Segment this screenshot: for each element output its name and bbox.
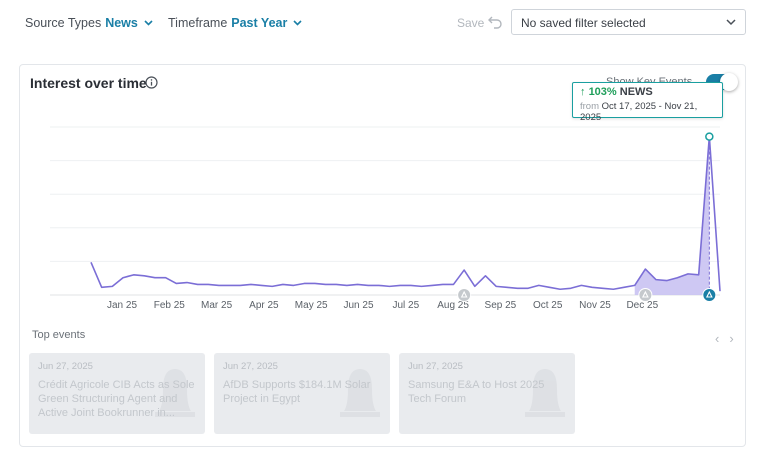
event-date: Jun 27, 2025: [223, 361, 278, 372]
x-tick-label: May 25: [295, 300, 328, 311]
key-event-marker: [702, 288, 717, 302]
toggle-knob: [720, 73, 738, 91]
x-tick-label: Feb 25: [154, 300, 186, 311]
bell-icon: [525, 369, 565, 417]
save-button[interactable]: Save: [457, 16, 485, 30]
source-types-label: Source Types: [25, 16, 102, 30]
key-event-marker: [638, 288, 653, 302]
top-events-title: Top events: [32, 329, 86, 341]
info-icon[interactable]: [145, 76, 158, 89]
x-tick-label: Mar 25: [201, 300, 233, 311]
x-tick-label: Apr 25: [249, 300, 279, 311]
event-card[interactable]: Jun 27, 2025 AfDB Supports $184.1M Solar…: [214, 353, 390, 434]
filter-bar: Source Types News Timeframe Past Year Sa…: [0, 0, 767, 46]
peak-point: [705, 132, 714, 141]
x-tick-label: Jan 25: [107, 300, 137, 311]
interest-chart: Jan 25 Feb 25 Mar 25 Apr 25 May 25 Jun 25 Jul …: [50, 126, 721, 311]
x-tick-label: Jul 25: [392, 300, 419, 311]
highlight-range-area: [634, 136, 710, 295]
event-title: Crédit Agricole CIB Acts as Sole Green S…: [38, 379, 195, 419]
key-event-marker: [457, 288, 472, 302]
event-date: Jun 27, 2025: [38, 361, 93, 372]
timeframe-label: Timeframe: [168, 16, 228, 30]
x-tick-label: Oct 25: [533, 300, 563, 311]
timeframe-filter[interactable]: Timeframe Past Year: [168, 16, 302, 30]
event-title: AfDB Supports $184.1M Solar Project in E…: [223, 379, 371, 405]
tooltip-source: NEWS: [619, 86, 653, 98]
bell-icon: [340, 369, 380, 417]
x-tick-label: Aug 25: [437, 300, 469, 311]
bell-icon: [705, 290, 713, 298]
chart-tooltip: ↑ 103% NEWS from Oct 17, 2025 - Nov 21, …: [572, 82, 723, 123]
prev-events-button[interactable]: ‹: [715, 331, 720, 346]
series-line: [90, 135, 721, 292]
bell-icon: [155, 369, 195, 417]
tooltip-percent: 103%: [588, 86, 617, 98]
events-nav: ‹ ›: [715, 331, 734, 346]
chevron-down-icon: [293, 20, 302, 26]
event-title: Samsung E&A to Host 2025 Tech Forum: [408, 379, 545, 405]
x-tick-label: Nov 25: [579, 300, 611, 311]
undo-icon[interactable]: [487, 13, 503, 29]
card-title: Interest over time: [30, 75, 147, 91]
tooltip-from-label: from: [580, 101, 599, 112]
bell-icon: [641, 290, 649, 298]
event-date: Jun 27, 2025: [408, 361, 463, 372]
event-card[interactable]: Jun 27, 2025 Crédit Agricole CIB Acts as…: [29, 353, 205, 434]
x-tick-label: Sep 25: [485, 300, 517, 311]
source-types-filter[interactable]: Source Types News: [25, 16, 153, 30]
source-types-value: News: [105, 16, 138, 30]
x-tick-label: Dec 25: [626, 300, 658, 311]
event-card[interactable]: Jun 27, 2025 Samsung E&A to Host 2025 Te…: [399, 353, 575, 434]
chevron-down-icon: [144, 20, 153, 26]
bell-icon: [460, 290, 468, 298]
chevron-down-icon: [726, 19, 736, 26]
saved-filter-value: No saved filter selected: [521, 16, 646, 30]
tooltip-range: Oct 17, 2025 - Nov 21, 2025: [580, 101, 698, 123]
interest-over-time-card: Interest over time Show Key Events Jan 2…: [19, 64, 746, 447]
saved-filter-select[interactable]: No saved filter selected: [511, 9, 746, 35]
timeframe-value: Past Year: [231, 16, 288, 30]
x-tick-label: Jun 25: [343, 300, 373, 311]
next-events-button[interactable]: ›: [729, 331, 734, 346]
tooltip-arrow: ↑: [580, 86, 586, 98]
